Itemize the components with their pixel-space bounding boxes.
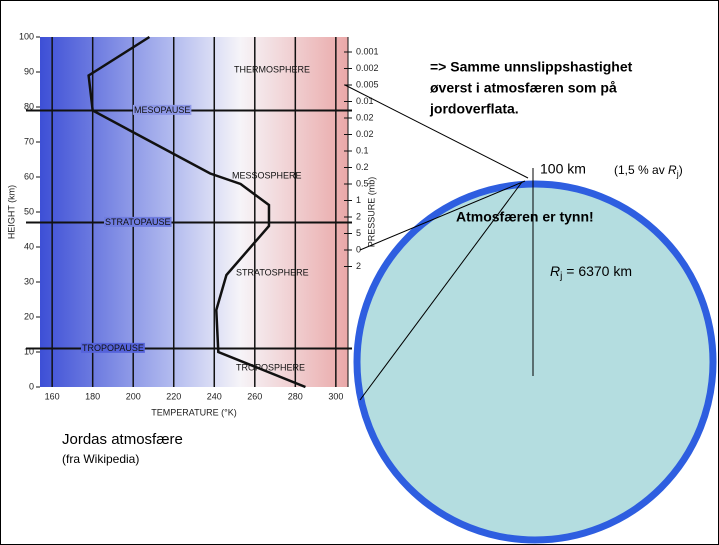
text: (1,5 % av — [614, 163, 668, 177]
y-tick-label: 70 — [24, 136, 34, 146]
y-tick-label: 100 — [19, 31, 34, 41]
pressure-label: 0.2 — [356, 162, 369, 172]
pressure-label: 0.005 — [356, 79, 379, 89]
pressure-label: 2 — [356, 211, 361, 221]
x-tick-label: 240 — [207, 391, 222, 401]
plot-background — [40, 37, 348, 387]
fraction-label: (1,5 % av Rj) — [614, 163, 683, 179]
y-tick-label: 30 — [24, 276, 34, 286]
level-label: STRATOPAUSE — [105, 217, 171, 227]
x-tick-label: 160 — [45, 391, 60, 401]
pressure-label: 0.001 — [356, 46, 379, 56]
pressure-label: 0.002 — [356, 63, 379, 73]
x-axis-label: TEMPERATURE (°K) — [151, 407, 236, 417]
x-tick-label: 300 — [328, 391, 343, 401]
pressure-label: 5 — [356, 228, 361, 238]
pressure-label: 0.01 — [356, 96, 374, 106]
y-tick-label: 20 — [24, 311, 34, 321]
y-tick-label: 60 — [24, 171, 34, 181]
height-label: 100 km — [540, 161, 586, 177]
earth-circle — [357, 184, 713, 540]
y-tick-label: 50 — [24, 206, 34, 216]
x-tick-label: 200 — [126, 391, 141, 401]
text: = 6370 km — [562, 263, 632, 279]
y-tick-label: 0 — [29, 381, 34, 391]
thin-label: Atmosfæren er tynn! — [456, 209, 594, 225]
caption-source: (fra Wikipedia) — [62, 452, 139, 466]
layer-label: THERMOSPHERE — [234, 64, 310, 74]
x-tick-label: 220 — [166, 391, 181, 401]
caption-title: Jordas atmosfære — [62, 431, 183, 448]
x-tick-label: 280 — [288, 391, 303, 401]
y-tick-label: 40 — [24, 241, 34, 251]
level-label: TROPOPAUSE — [82, 343, 144, 353]
pressure-label: 0.02 — [356, 129, 374, 139]
pressure-label: 2 — [356, 261, 361, 271]
note-line: => Samme unnslippshastighet — [430, 59, 633, 75]
y-axis-label: HEIGHT (km) — [6, 185, 16, 239]
pressure-label: 1 — [356, 195, 361, 205]
y-tick-label: 90 — [24, 66, 34, 76]
level-label: MESOPAUSE — [134, 105, 190, 115]
note-line: jordoverflata. — [429, 101, 519, 117]
text: ) — [679, 163, 683, 177]
pressure-label: 0.1 — [356, 145, 369, 155]
layer-label: MESSOSPHERE — [232, 170, 302, 180]
slide: 1601802002202402602803000102030405060708… — [0, 0, 719, 545]
note-line: øverst i atmosfæren som på — [430, 80, 617, 96]
y2-axis-label: PRESSURE (mb) — [366, 177, 376, 248]
x-tick-label: 260 — [247, 391, 262, 401]
layer-label: STRATOSPHERE — [236, 267, 309, 277]
pressure-label: 0.02 — [356, 112, 374, 122]
text: R — [550, 263, 560, 279]
x-tick-label: 180 — [85, 391, 100, 401]
text: R — [668, 163, 677, 177]
